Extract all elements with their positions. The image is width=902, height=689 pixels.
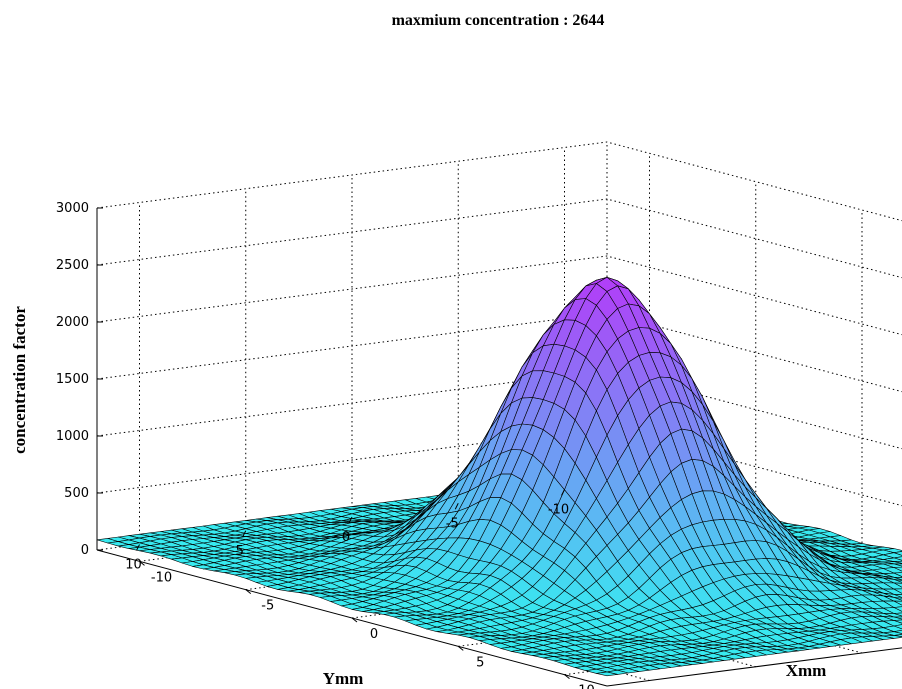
x-tick-mark (457, 645, 464, 651)
grid-line-z-5 (96, 198, 902, 279)
x-tick-label: 5 (476, 655, 484, 670)
x-axis-line (606, 647, 902, 687)
x-tick-mark (139, 560, 145, 566)
x-tick-label: 0 (370, 627, 378, 642)
y-tick-mark (454, 503, 459, 510)
z-axis-label: concentration factor (10, 306, 29, 454)
grid-line-z-6 (96, 141, 902, 222)
tick-labels: 0 500 1000 1500 2000 2500 3000 10 5 0 -5 -10 -10 -5 0 5… (56, 201, 595, 689)
y-tick-label: -10 (548, 503, 569, 518)
y-tick-label: -5 (446, 516, 459, 531)
surface-plot (96, 276, 902, 677)
z-tick-label: 1500 (56, 372, 89, 387)
x-tick-label: 10 (578, 684, 595, 689)
surface-patch (893, 629, 902, 634)
y-tick-mark (242, 530, 247, 537)
z-tick-label: 0 (81, 543, 89, 558)
z-tick-label: 500 (64, 486, 89, 501)
x-tick-label: -5 (261, 599, 274, 614)
z-tick-label: 3000 (56, 201, 89, 216)
surface-patch (893, 624, 902, 630)
grid-line-z-4 (96, 255, 902, 336)
y-tick-label: 10 (125, 558, 142, 573)
y-axis-label: Ymm (323, 669, 364, 688)
y-tick-mark (561, 489, 565, 496)
y-tick-label: 0 (342, 530, 350, 545)
y-tick-mark (136, 544, 140, 551)
x-tick-mark (245, 589, 252, 595)
z-tick-label: 1000 (56, 429, 89, 444)
z-tick-label: 2500 (56, 258, 89, 273)
surface-patch (596, 671, 618, 677)
x-tick-mark (564, 674, 570, 680)
chart-title: maxmium concentration : 2644 (392, 12, 605, 29)
z-tick-label: 2000 (56, 315, 89, 330)
x-tick-label: -10 (151, 570, 172, 585)
y-tick-mark (348, 516, 353, 524)
x-tick-mark (351, 617, 358, 623)
y-tick-label: 5 (236, 544, 244, 559)
x-axis-label: Xmm (786, 661, 827, 680)
